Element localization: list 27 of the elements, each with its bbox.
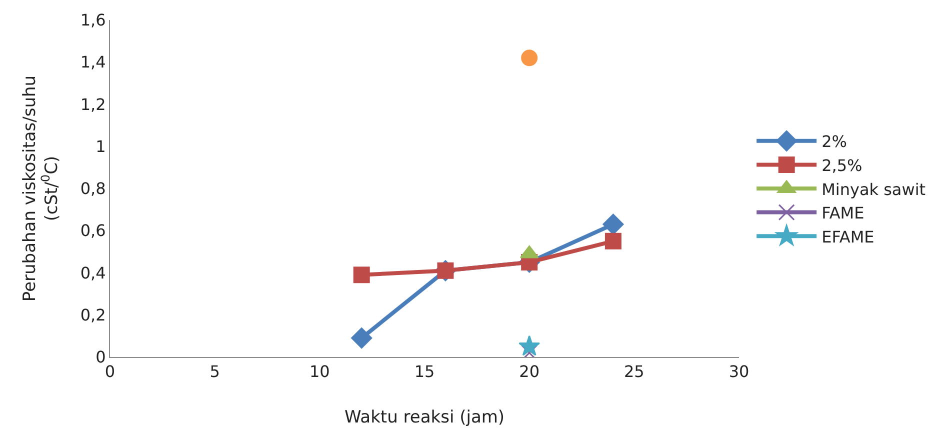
y-tick-label: 1,2 [80,94,106,114]
y-tick-label: 0,2 [80,305,106,324]
y-tick-label: 1,4 [80,52,106,72]
x-tick-label: 10 [309,362,330,382]
y-tick-label: 0,8 [80,179,106,198]
point [602,214,624,235]
x-tick-label: 15 [414,362,435,382]
x-tick-label: 25 [624,362,644,382]
point [353,266,370,284]
point [521,50,538,66]
x-tick-label: 30 [728,362,750,382]
point [518,335,540,356]
legend-label: 2% [822,132,847,152]
x-axis-title: Waktu reaksi (jam) [344,408,505,428]
y-tick-label: 0,4 [80,263,106,282]
legend-label: FAME [822,204,864,223]
legend-label: 2,5% [822,156,862,175]
y-tick-label: 0 [96,348,106,367]
legend-label: Minyak sawit [822,180,926,199]
x-tick-label: 5 [210,362,220,382]
legend-label: EFAME [822,227,874,246]
point [351,328,372,349]
point [604,232,622,250]
x-tick-label: 20 [519,362,540,382]
y-tick-label: 1,6 [80,10,106,30]
y-tick-label: 1 [96,136,106,156]
y-tick-label: 0,6 [80,221,106,240]
